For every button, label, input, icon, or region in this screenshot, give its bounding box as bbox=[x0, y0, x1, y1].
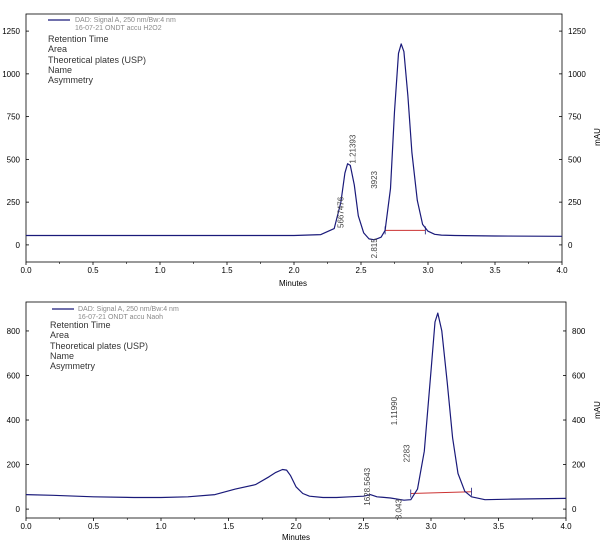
plot-frame bbox=[25, 13, 563, 263]
x-tick-label: 2.0 bbox=[288, 266, 300, 275]
x-tick-label: 0.0 bbox=[20, 522, 32, 531]
x-tick-label: 4.0 bbox=[556, 266, 568, 275]
info-line: Name bbox=[48, 65, 72, 75]
x-tick-label: 3.5 bbox=[489, 266, 501, 275]
peak-annotation: 3923 bbox=[370, 170, 379, 188]
y-tick-label-left: 0 bbox=[16, 505, 21, 514]
peak-annotation: 1628.5643 bbox=[363, 467, 372, 505]
y-tick-label-left: 600 bbox=[7, 371, 21, 380]
x-tick-label: 3.0 bbox=[422, 266, 434, 275]
info-line: Retention Time bbox=[50, 320, 111, 330]
y-tick-label-left: 500 bbox=[7, 155, 21, 164]
info-line: Name bbox=[50, 351, 74, 361]
y-tick-label-left: 400 bbox=[7, 416, 21, 425]
y-tick-label-left: 750 bbox=[7, 113, 21, 122]
chart-bottom: Retention Time Area Theoretical plates (… bbox=[7, 301, 602, 542]
x-tick-label: 1.5 bbox=[221, 266, 233, 275]
peak-annotation: 2283 bbox=[402, 444, 411, 462]
legend: DAD: Signal A, 250 nm/Bw:4 nm 16-07-21 O… bbox=[48, 17, 176, 32]
y-tick-label-right: 0 bbox=[568, 241, 573, 250]
x-axis-label: Minutes bbox=[279, 279, 307, 288]
x-tick-label: 0.0 bbox=[20, 266, 32, 275]
info-line: Asymmetry bbox=[48, 75, 94, 85]
y-tick-label-left: 800 bbox=[7, 327, 21, 336]
legend-sublabel: 16-07-21 ONDT accu H2O2 bbox=[75, 25, 162, 32]
y-tick-label-right: 0 bbox=[572, 505, 577, 514]
info-block: Retention Time Area Theoretical plates (… bbox=[50, 320, 148, 371]
y-axis-label-right: mAU bbox=[593, 128, 602, 146]
x-tick-label: 2.0 bbox=[290, 522, 302, 531]
y-tick-label-left: 250 bbox=[7, 198, 21, 207]
y-tick-label-right: 1000 bbox=[568, 70, 586, 79]
y-tick-label-right: 200 bbox=[572, 461, 586, 470]
y-tick-label-left: 1000 bbox=[2, 70, 20, 79]
peak-annotation: 5667476 bbox=[337, 196, 346, 228]
chart-top: Retention Time Area Theoretical plates (… bbox=[2, 13, 602, 288]
y-tick-label-left: 1250 bbox=[2, 27, 20, 36]
y-tick-label-right: 500 bbox=[568, 155, 582, 164]
peak-annotation: 2.815 bbox=[370, 238, 379, 259]
series-line bbox=[25, 312, 567, 501]
peak-annotation: 1.21393 bbox=[349, 134, 358, 163]
legend: DAD: Signal A, 250 nm/Bw:4 nm 16-07-21 O… bbox=[52, 306, 179, 321]
y-tick-label-right: 800 bbox=[572, 327, 586, 336]
y-tick-label-right: 250 bbox=[568, 198, 582, 207]
y-tick-label-right: 750 bbox=[568, 113, 582, 122]
y-axis-label-right: mAU bbox=[593, 401, 602, 419]
x-tick-label: 2.5 bbox=[355, 266, 367, 275]
y-tick-label-right: 600 bbox=[572, 371, 586, 380]
series-line bbox=[26, 43, 563, 241]
info-line: Area bbox=[48, 44, 67, 54]
info-block: Retention Time Area Theoretical plates (… bbox=[48, 34, 146, 85]
legend-sublabel: 16-07-21 ONDT accu Naoh bbox=[78, 314, 163, 321]
x-tick-label: 0.5 bbox=[88, 522, 100, 531]
info-line: Asymmetry bbox=[50, 361, 96, 371]
legend-label: DAD: Signal A, 250 nm/Bw:4 nm bbox=[75, 17, 176, 24]
legend-label: DAD: Signal A, 250 nm/Bw:4 nm bbox=[78, 306, 179, 313]
x-axis-label: Minutes bbox=[282, 533, 310, 542]
x-tick-label: 4.0 bbox=[560, 522, 572, 531]
y-tick-label-left: 200 bbox=[7, 461, 21, 470]
x-tick-label: 2.5 bbox=[358, 522, 370, 531]
info-line: Theoretical plates (USP) bbox=[50, 341, 148, 351]
x-tick-label: 1.5 bbox=[223, 522, 235, 531]
x-tick-label: 1.0 bbox=[155, 522, 167, 531]
y-tick-label-left: 0 bbox=[16, 241, 21, 250]
peak-annotation: 1.11990 bbox=[390, 396, 399, 425]
y-tick-label-right: 400 bbox=[572, 416, 586, 425]
x-tick-label: 1.0 bbox=[154, 266, 166, 275]
info-line: Area bbox=[50, 330, 69, 340]
x-tick-label: 0.5 bbox=[87, 266, 99, 275]
integration-baseline bbox=[410, 491, 472, 495]
info-line: Theoretical plates (USP) bbox=[48, 55, 146, 65]
info-line: Retention Time bbox=[48, 34, 109, 44]
x-tick-label: 3.0 bbox=[425, 522, 437, 531]
x-tick-label: 3.5 bbox=[493, 522, 505, 531]
y-tick-label-right: 1250 bbox=[568, 27, 586, 36]
peak-annotation: 3.043 bbox=[394, 499, 403, 520]
